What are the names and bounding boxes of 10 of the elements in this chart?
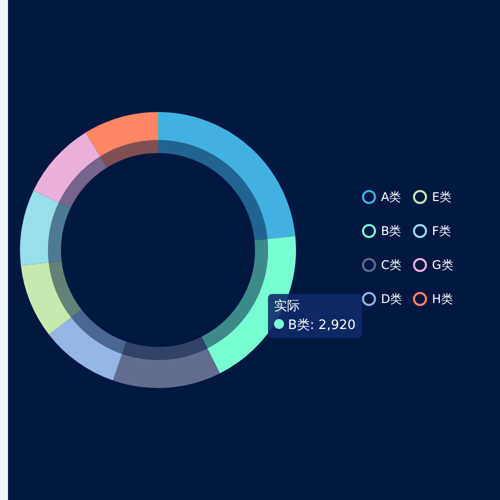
- text: B类: 2,920: [288, 318, 356, 333]
- legend-label: F类: [432, 222, 451, 240]
- legend-label: G类: [432, 256, 454, 274]
- legend-label: D类: [381, 290, 402, 308]
- legend-label: A类: [381, 188, 402, 206]
- legend-label: H类: [432, 290, 454, 308]
- legend-label: B类: [381, 222, 402, 240]
- legend-label: E类: [432, 188, 452, 206]
- legend-label: C类: [381, 256, 402, 274]
- slice-label: 实际: [274, 298, 301, 316]
